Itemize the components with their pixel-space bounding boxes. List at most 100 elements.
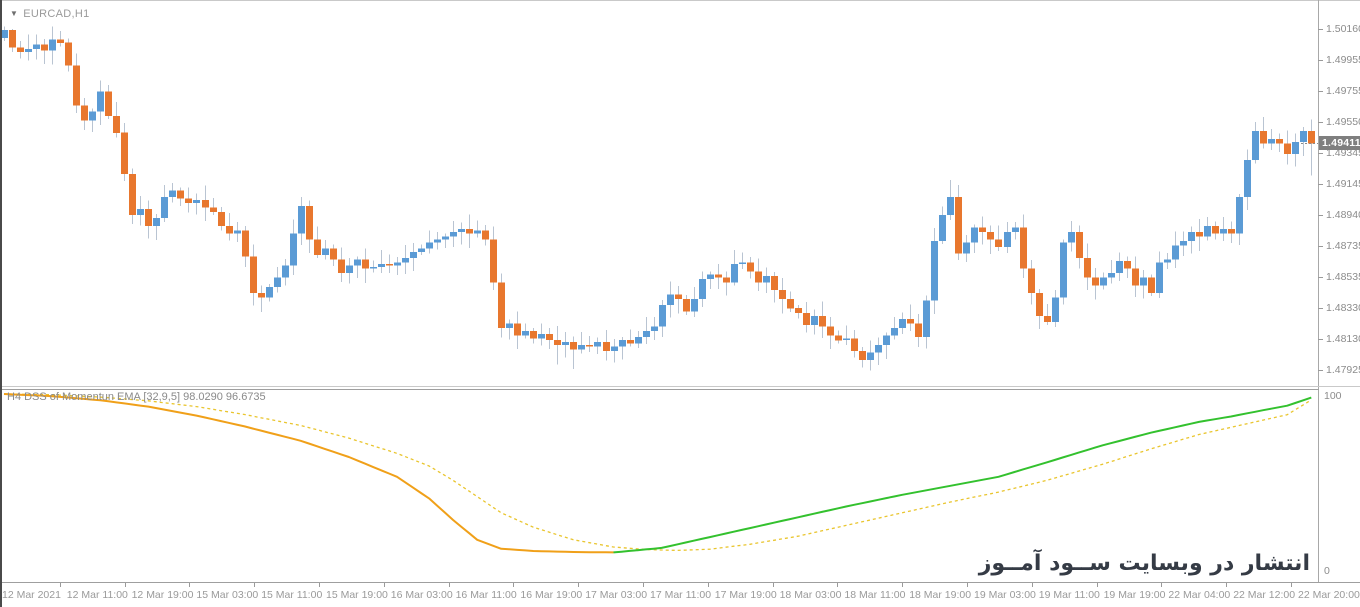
candle bbox=[530, 331, 537, 339]
candle bbox=[226, 225, 233, 234]
candle bbox=[1084, 257, 1091, 278]
current-price-dash bbox=[1301, 143, 1318, 144]
candle bbox=[177, 190, 184, 199]
candle bbox=[466, 228, 473, 234]
candle bbox=[731, 264, 738, 283]
candle bbox=[113, 116, 120, 133]
candle bbox=[426, 242, 433, 249]
candle bbox=[723, 277, 730, 283]
dss-main-line-rising bbox=[613, 396, 1312, 554]
candle bbox=[482, 230, 489, 240]
candle bbox=[635, 337, 642, 344]
candle bbox=[242, 230, 249, 257]
candle bbox=[891, 328, 898, 336]
indicator-panel-top-border[interactable] bbox=[0, 389, 1319, 390]
time-tick bbox=[1226, 583, 1228, 587]
candle bbox=[1156, 262, 1163, 293]
symbol-label: EURCAD,H1 bbox=[23, 8, 90, 20]
candle bbox=[514, 323, 521, 336]
time-label: 15 Mar 11:00 bbox=[261, 589, 323, 601]
candle bbox=[234, 230, 241, 234]
candle bbox=[1044, 315, 1051, 322]
candle bbox=[362, 259, 369, 269]
candle bbox=[322, 248, 329, 255]
candle bbox=[1108, 273, 1115, 278]
candle bbox=[65, 42, 72, 66]
candle bbox=[153, 218, 160, 226]
candle bbox=[1268, 138, 1275, 144]
candle bbox=[659, 305, 666, 327]
candle bbox=[250, 256, 257, 293]
candle bbox=[522, 331, 529, 336]
time-tick bbox=[1096, 583, 1098, 587]
time-label: 16 Mar 11:00 bbox=[455, 589, 517, 601]
price-tick bbox=[1318, 246, 1323, 247]
candle bbox=[803, 312, 810, 325]
candle bbox=[931, 241, 938, 301]
candle bbox=[603, 341, 610, 351]
candle bbox=[506, 323, 513, 329]
candle bbox=[298, 206, 305, 234]
price-label: 1.50160 bbox=[1326, 23, 1360, 35]
time-label: 22 Mar 12:00 bbox=[1233, 589, 1296, 601]
panel-separator bbox=[0, 386, 1360, 387]
price-label: 1.49550 bbox=[1326, 116, 1360, 128]
price-label: 1.48130 bbox=[1326, 333, 1360, 345]
candle bbox=[1116, 260, 1123, 274]
time-tick bbox=[772, 583, 774, 587]
time-tick bbox=[578, 583, 580, 587]
time-label: 12 Mar 19:00 bbox=[131, 589, 194, 601]
candle bbox=[1100, 277, 1107, 286]
candle bbox=[1204, 225, 1211, 237]
time-tick bbox=[513, 583, 515, 587]
indicator-scale-max: 100 bbox=[1324, 390, 1342, 402]
candle bbox=[795, 308, 802, 313]
candle bbox=[1148, 277, 1155, 293]
time-label: 22 Mar 04:00 bbox=[1168, 589, 1231, 601]
candle bbox=[450, 231, 457, 237]
candle bbox=[434, 239, 441, 243]
candle bbox=[843, 338, 850, 341]
price-tick bbox=[1318, 339, 1323, 340]
price-label: 1.47925 bbox=[1326, 364, 1360, 376]
candle bbox=[282, 265, 289, 278]
price-label: 1.48940 bbox=[1326, 209, 1360, 221]
candle bbox=[611, 346, 618, 351]
price-tick bbox=[1318, 215, 1323, 216]
candle bbox=[562, 341, 569, 345]
candle bbox=[145, 209, 152, 226]
time-label: 18 Mar 11:00 bbox=[844, 589, 906, 601]
candle bbox=[1300, 131, 1307, 142]
candle bbox=[41, 44, 48, 51]
time-tick bbox=[1161, 583, 1163, 587]
indicator-panel-svg[interactable] bbox=[0, 389, 1318, 583]
candle bbox=[923, 300, 930, 338]
candle bbox=[89, 111, 96, 121]
time-label: 17 Mar 11:00 bbox=[650, 589, 712, 601]
candle bbox=[594, 341, 601, 347]
symbol-dropdown-icon[interactable]: ▼ bbox=[10, 9, 19, 18]
candle bbox=[498, 282, 505, 329]
time-tick bbox=[707, 583, 709, 587]
candle bbox=[490, 239, 497, 283]
candle bbox=[1076, 231, 1083, 258]
candle bbox=[394, 262, 401, 266]
candle bbox=[17, 47, 24, 52]
time-tick bbox=[254, 583, 256, 587]
candle bbox=[330, 248, 337, 260]
candle bbox=[979, 227, 986, 232]
candle-wicks bbox=[4, 26, 1312, 371]
time-tick bbox=[1031, 583, 1033, 587]
candle bbox=[1292, 141, 1299, 155]
candle bbox=[1036, 293, 1043, 316]
candle bbox=[1284, 143, 1291, 155]
candle bbox=[458, 228, 465, 232]
price-label: 1.48735 bbox=[1326, 240, 1360, 252]
candle bbox=[995, 239, 1002, 248]
price-tick bbox=[1318, 153, 1323, 154]
candle bbox=[410, 251, 417, 258]
candle bbox=[715, 274, 722, 278]
candle bbox=[1236, 196, 1243, 234]
main-chart-svg[interactable] bbox=[0, 0, 1318, 388]
